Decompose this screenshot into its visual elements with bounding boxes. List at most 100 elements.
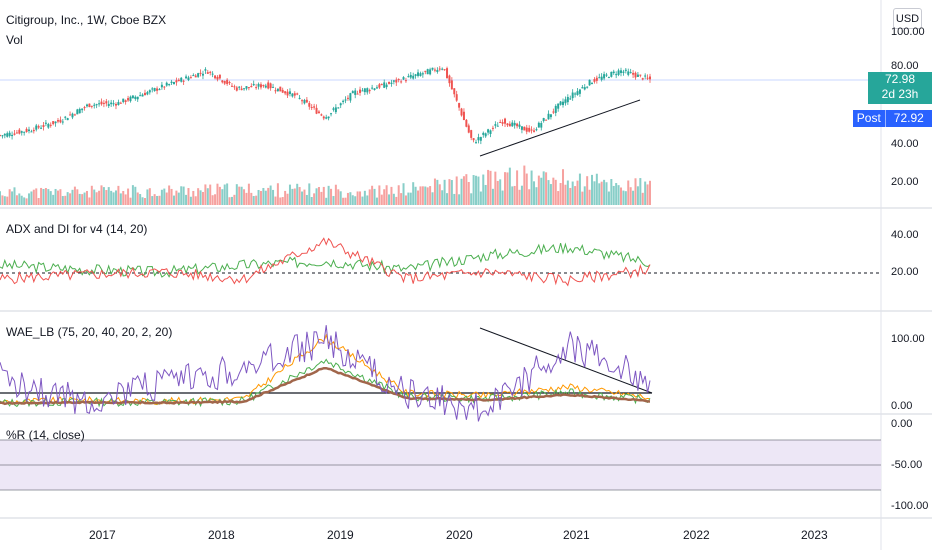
candle-body bbox=[612, 71, 615, 74]
volume-bar bbox=[349, 192, 352, 205]
candle-body bbox=[603, 74, 606, 79]
candle-body bbox=[163, 86, 166, 88]
candle-body bbox=[274, 90, 277, 92]
candle-body bbox=[182, 80, 185, 82]
volume-bar bbox=[646, 184, 649, 205]
volume-bar bbox=[392, 193, 395, 205]
candle-body bbox=[201, 73, 204, 76]
candle-body bbox=[327, 116, 330, 119]
candle-body bbox=[378, 84, 381, 88]
candle-body bbox=[554, 105, 557, 113]
volume-bar bbox=[477, 176, 480, 205]
time-axis-label: 2021 bbox=[563, 528, 590, 542]
volume-bar bbox=[47, 189, 50, 205]
volume-bar bbox=[71, 189, 74, 205]
volume-bar bbox=[412, 182, 415, 205]
volume-bar bbox=[127, 188, 130, 205]
candle-body bbox=[69, 114, 72, 116]
volume-bar bbox=[438, 184, 441, 205]
volume-bar bbox=[185, 194, 188, 205]
candle-body bbox=[344, 99, 347, 101]
candle-body bbox=[6, 133, 9, 137]
volume-bar bbox=[0, 191, 1, 205]
volume-bar bbox=[330, 188, 333, 205]
candle-body bbox=[160, 84, 163, 88]
volume-bar bbox=[371, 185, 374, 205]
candle-body bbox=[639, 74, 642, 76]
volume-bar bbox=[247, 183, 250, 205]
candle-body bbox=[424, 70, 427, 72]
candle-body bbox=[73, 114, 76, 116]
wr-title[interactable]: %R (14, close) bbox=[6, 428, 85, 442]
volume-bar bbox=[313, 193, 316, 205]
volume-bar bbox=[298, 187, 301, 205]
candle-body bbox=[429, 69, 432, 75]
volume-bar bbox=[245, 192, 248, 205]
candle-body bbox=[472, 138, 475, 141]
last-price-value: 72.98 bbox=[884, 72, 916, 86]
candle-body bbox=[288, 91, 291, 94]
candle-body bbox=[400, 81, 403, 83]
volume-bar bbox=[52, 194, 55, 205]
time-axis-label: 2020 bbox=[446, 528, 473, 542]
volume-bar bbox=[267, 187, 270, 205]
candle-body bbox=[141, 94, 144, 97]
volume-bar bbox=[344, 197, 347, 205]
candle-body bbox=[607, 77, 610, 79]
volume-bar bbox=[180, 186, 183, 205]
wae-title[interactable]: WAE_LB (75, 20, 40, 20, 2, 20) bbox=[6, 325, 173, 339]
volume-bar bbox=[552, 177, 555, 205]
volume-bar bbox=[482, 174, 485, 205]
symbol-title[interactable]: Citigroup, Inc., 1W, Cboe BZX bbox=[6, 13, 167, 27]
candle-body bbox=[3, 134, 6, 136]
candle-body bbox=[177, 79, 180, 82]
candle-body bbox=[189, 77, 192, 79]
volume-bar bbox=[78, 193, 81, 205]
candle-body bbox=[243, 88, 246, 90]
volume-bar bbox=[508, 167, 511, 205]
wae-scale-label: 100.00 bbox=[891, 333, 925, 345]
volume-bar bbox=[390, 186, 393, 205]
volume-bar bbox=[634, 178, 637, 205]
volume-bar bbox=[455, 176, 458, 205]
volume-bar bbox=[586, 176, 589, 205]
volume-bar bbox=[557, 191, 560, 205]
candle-body bbox=[313, 106, 316, 108]
candle-body bbox=[238, 86, 241, 88]
candle-body bbox=[627, 71, 630, 75]
adx-scale-label: 20.00 bbox=[891, 266, 919, 278]
volume-bar bbox=[489, 170, 492, 205]
volume-bar bbox=[402, 183, 405, 205]
candle-body bbox=[501, 122, 504, 124]
wae-scale-label: 0.00 bbox=[891, 400, 913, 412]
candle-body bbox=[199, 72, 202, 74]
time-axis-label: 2017 bbox=[89, 528, 116, 542]
volume-bar bbox=[112, 192, 115, 205]
candle-body bbox=[230, 85, 233, 87]
candle-body bbox=[267, 82, 270, 89]
volume-title[interactable]: Vol bbox=[6, 33, 23, 47]
volume-bar bbox=[607, 191, 610, 205]
volume-bar bbox=[146, 189, 149, 205]
volume-bar bbox=[458, 194, 461, 205]
volume-bar bbox=[11, 191, 14, 205]
candle-body bbox=[359, 89, 362, 93]
candle-body bbox=[591, 83, 594, 85]
volume-bar bbox=[255, 195, 258, 205]
volume-bar bbox=[475, 175, 478, 205]
candle-body bbox=[649, 76, 651, 80]
currency-button[interactable]: USD bbox=[893, 8, 922, 29]
candle-body bbox=[610, 71, 613, 77]
candle-body bbox=[431, 67, 434, 70]
candle-body bbox=[180, 77, 183, 82]
adx-title[interactable]: ADX and DI for v4 (14, 20) bbox=[6, 222, 148, 236]
volume-bar bbox=[564, 184, 567, 205]
volume-bar bbox=[375, 197, 378, 205]
candle-body bbox=[395, 79, 398, 83]
volume-bar bbox=[105, 190, 108, 205]
volume-bar bbox=[407, 192, 410, 205]
volume-bar bbox=[421, 186, 424, 205]
volume-bar bbox=[117, 185, 120, 205]
volume-bar bbox=[23, 197, 26, 205]
